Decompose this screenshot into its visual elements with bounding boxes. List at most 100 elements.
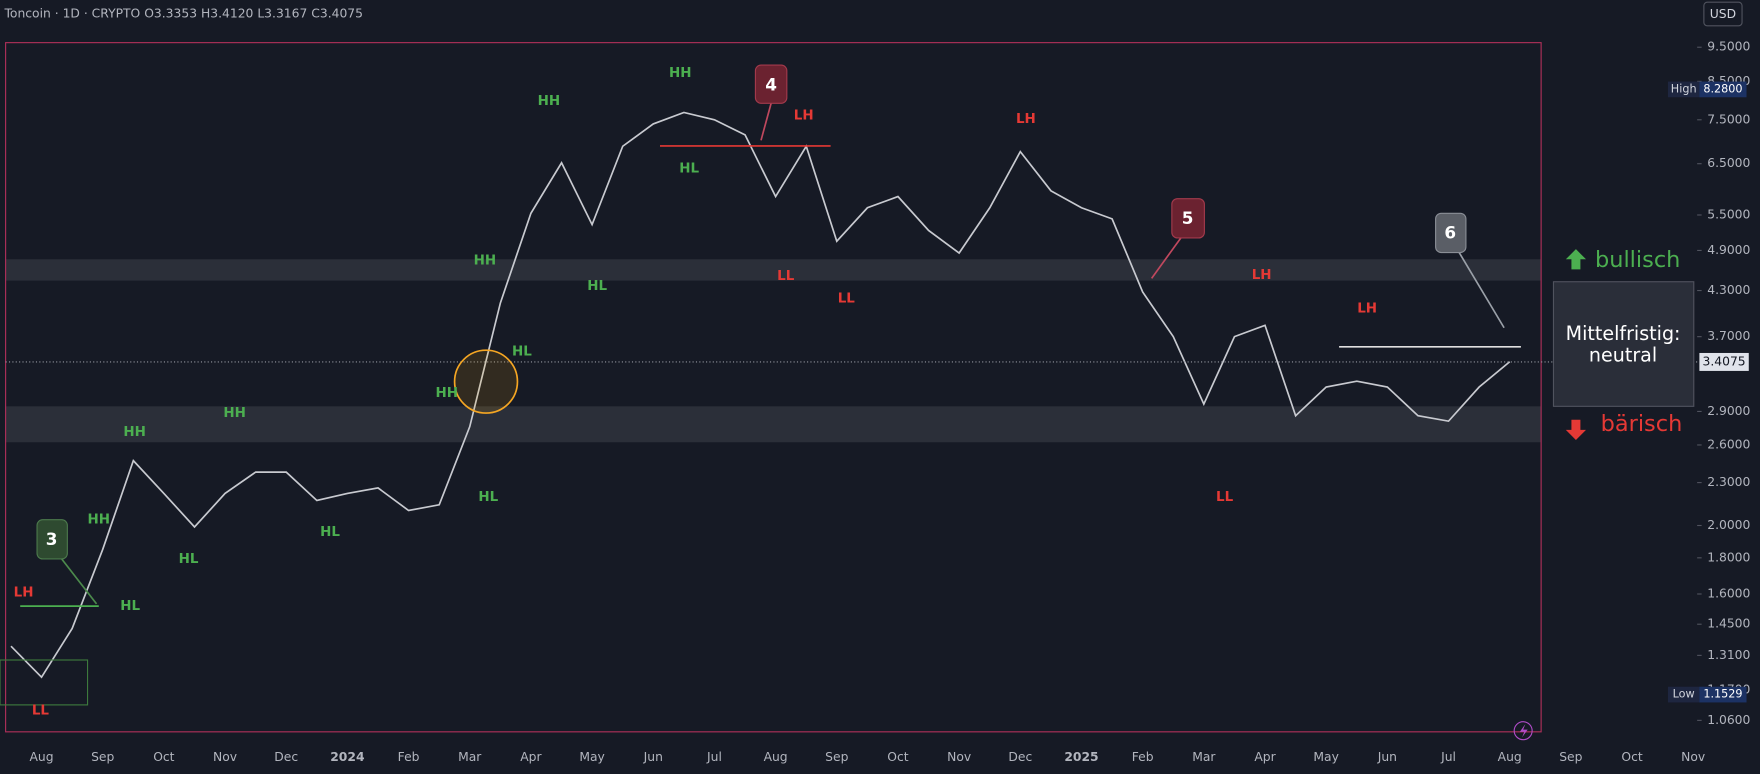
x-tick-label: 2024 [330, 750, 365, 764]
swing-label: HL [478, 490, 498, 505]
swing-labels: HH HH HL HL HH HL HH HL HH HH HL HL HH H… [14, 66, 1377, 719]
x-tick-label: May [579, 750, 605, 764]
swing-label: LL [838, 292, 856, 307]
outlook-box [1552, 281, 1695, 407]
x-tick-label: Jul [706, 750, 722, 764]
callout-pointer [1458, 252, 1505, 329]
alert-bolt [1519, 723, 1528, 738]
x-tick-label: Nov [947, 750, 971, 764]
header: Toncoin · 1D · CRYPTO O3.3353 H3.4120 L3… [3, 6, 363, 20]
x-tick-label: Aug [1498, 750, 1522, 764]
y-tick-label: 2.0000 [1707, 518, 1750, 532]
outlook-state: neutral [1589, 344, 1657, 366]
y-tick-label: 1.3100 [1707, 648, 1750, 662]
x-tick-label: Sep [1559, 750, 1582, 764]
y-tick-label: 2.3000 [1707, 475, 1750, 489]
currency-button[interactable] [1703, 1, 1743, 27]
x-tick-label: Oct [153, 750, 174, 764]
y-tick-label: 1.4500 [1707, 617, 1750, 631]
y-tick-label: 4.3000 [1707, 283, 1750, 297]
ohlc: L3.3167 [257, 6, 307, 20]
x-tick-label: Apr [520, 750, 542, 764]
x-tick-label: Apr [1254, 750, 1276, 764]
x-tick-label: Aug [764, 750, 788, 764]
callout [754, 64, 788, 104]
x-tick-label: Sep [825, 750, 848, 764]
y-tick-label: 3.7000 [1707, 329, 1750, 343]
x-tick-label: Nov [1681, 750, 1705, 764]
up-arrow [1565, 249, 1587, 270]
y-tick-label: 9.5000 [1707, 40, 1750, 54]
swing-label: LH [1357, 302, 1377, 317]
x-tick-label: Oct [1621, 750, 1642, 764]
swing-label: LL [1216, 490, 1234, 505]
swing-label: HL [320, 525, 340, 540]
x-tick-label: 2025 [1064, 750, 1098, 764]
x-tick-label: Jul [1440, 750, 1456, 764]
swing-label: HL [512, 344, 532, 359]
x-tick-label: Dec [1008, 750, 1032, 764]
marker-name-tag [1667, 686, 1700, 703]
marker-name-tag [1667, 81, 1700, 98]
callout-label: 3 [46, 529, 58, 549]
callout-pointer [61, 558, 98, 605]
last-price-label: 3.4075 [1703, 354, 1746, 368]
marker-name: Low [1673, 688, 1695, 701]
swing-label: LL [32, 704, 50, 719]
swing-label: LH [1016, 112, 1036, 127]
swing-label: LH [1252, 268, 1272, 283]
outlook-title: Mittelfristig: [1566, 323, 1681, 345]
callout [1171, 198, 1205, 239]
y-tick-label: 7.5000 [1707, 112, 1750, 126]
x-tick-label: Dec [274, 750, 298, 764]
last-price-tag [1699, 352, 1749, 371]
callout-pointer [1150, 237, 1182, 279]
y-tick-label: 1.8000 [1707, 550, 1750, 564]
marker-name: High [1671, 82, 1697, 95]
price-line [10, 111, 1511, 679]
ohlc: C3.4075 [311, 6, 363, 20]
ohlc: O3.3353 [144, 6, 197, 20]
x-tick-label: Feb [1132, 750, 1154, 764]
swing-label: HL [120, 599, 140, 614]
x-tick-label: Aug [29, 750, 53, 764]
swing-label: HH [538, 94, 561, 109]
x-tick-label: Jun [1377, 750, 1397, 764]
down-arrow [1565, 419, 1587, 440]
marker-value: 8.2800 [1703, 82, 1742, 95]
x-tick-label: Feb [398, 750, 420, 764]
x-tick-label: Oct [887, 750, 908, 764]
x-tick-label: Mar [1192, 750, 1216, 764]
callout-label: 6 [1444, 222, 1456, 242]
marker-value-tag [1699, 686, 1747, 703]
y-tick-label: 5.5000 [1707, 207, 1750, 221]
callout [1435, 212, 1467, 254]
callout [36, 519, 68, 560]
resistance-zone [5, 259, 1542, 281]
currency[interactable]: USD [1710, 7, 1736, 21]
swing-label: HL [179, 552, 199, 567]
marker-value-tag [1699, 81, 1747, 98]
y-tick-label: 6.5000 [1707, 156, 1750, 170]
x-tick-label: May [1313, 750, 1338, 764]
callout-pointer [760, 103, 772, 141]
x-tick-label: Jun [643, 750, 663, 764]
symbol: Toncoin · 1D · CRYPTO [3, 6, 140, 20]
plot [5, 111, 1698, 679]
breakout-circle [453, 349, 519, 414]
ohlc: H3.4120 [201, 6, 254, 20]
marker-value: 1.1529 [1703, 688, 1742, 701]
callouts: 4 5 3 6 [36, 64, 1505, 605]
y-tick-label: 4.9000 [1707, 243, 1750, 257]
swing-label: LH [14, 586, 34, 601]
swing-label: HH [435, 386, 458, 401]
x-tick-label: Sep [91, 750, 114, 764]
swing-label: HL [587, 279, 607, 294]
swing-label: HL [679, 161, 699, 176]
y-tick-label: 1.0600 [1707, 713, 1750, 727]
bull-label: bullisch [1595, 247, 1680, 273]
bear-label: bärisch [1601, 411, 1683, 437]
swing-label: LH [794, 109, 814, 124]
alert-icon[interactable] [1513, 721, 1533, 741]
